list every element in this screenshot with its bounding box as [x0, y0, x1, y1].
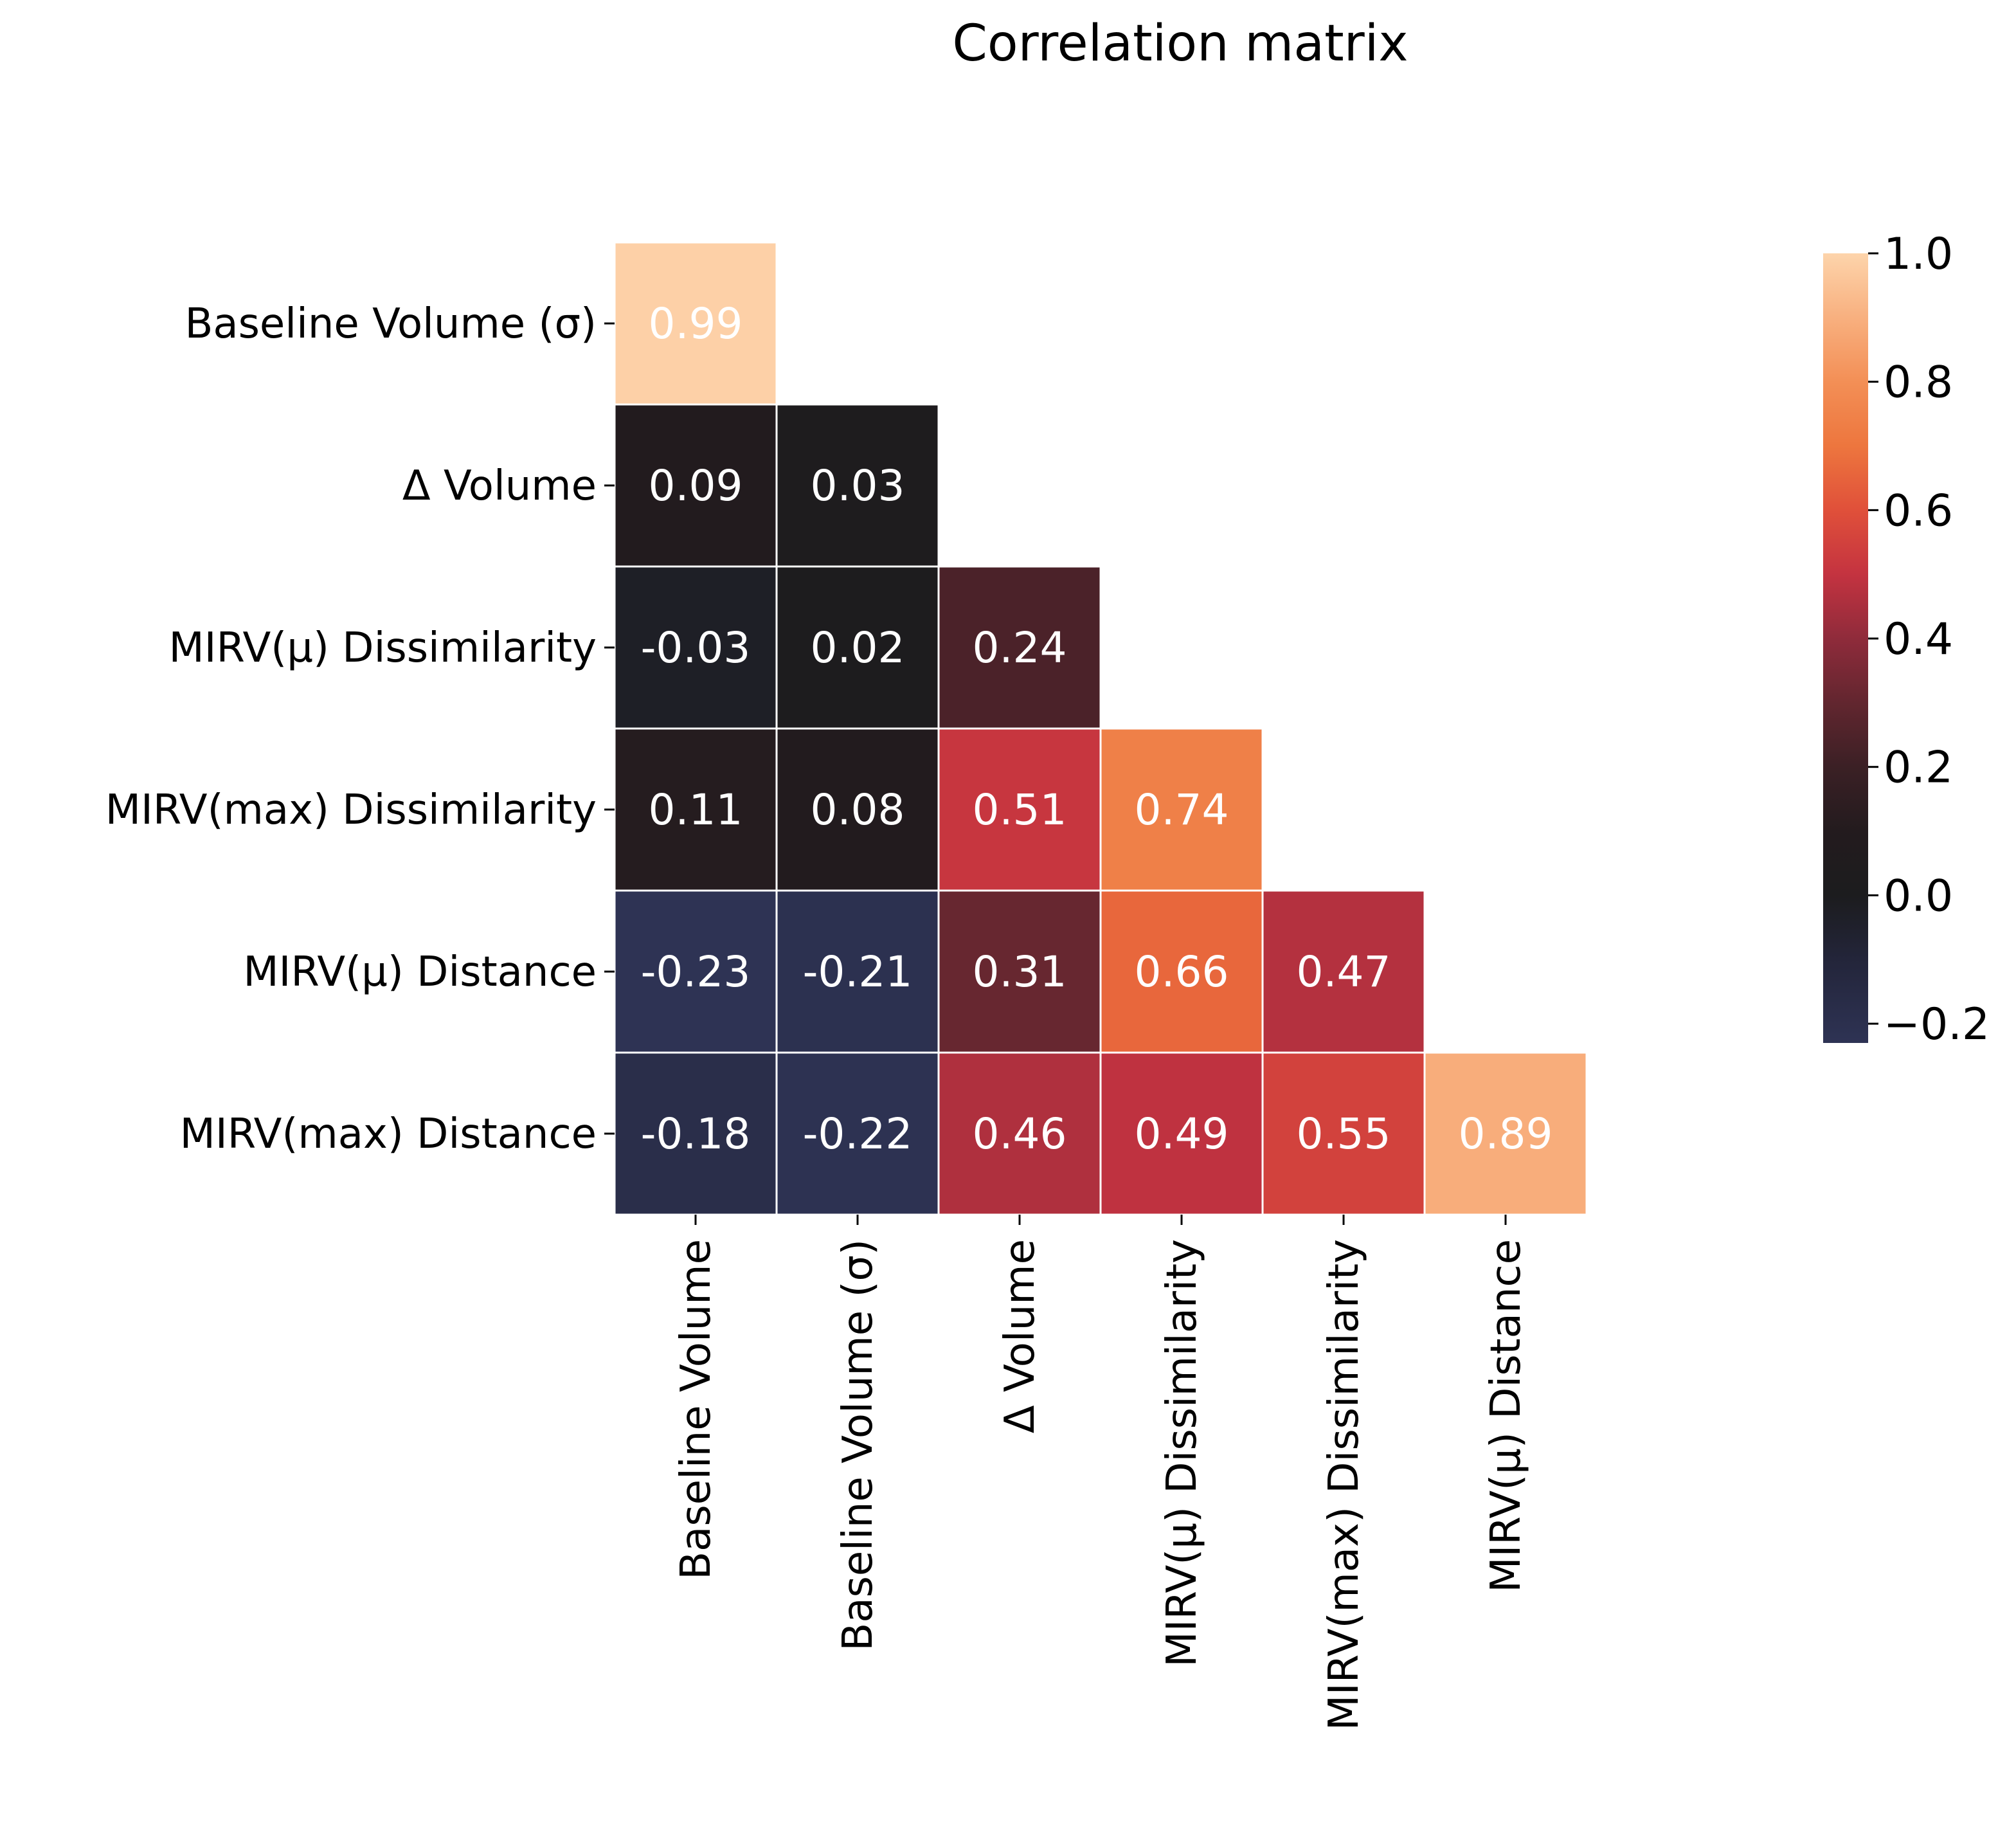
heatmap-cell [937, 565, 1102, 730]
column-label: Δ Volume [996, 1239, 1044, 1433]
cell-value-label: 0.89 [1459, 1109, 1553, 1159]
cell-value-label: 0.99 [649, 299, 743, 349]
heatmap-cell [775, 889, 940, 1054]
row-label: MIRV(max) Distance [180, 1110, 597, 1158]
column-label: Baseline Volume [672, 1239, 720, 1580]
cell-value-label: -0.18 [641, 1109, 751, 1159]
cell-value-label: 0.51 [973, 785, 1067, 835]
row-label: MIRV(μ) Dissimilarity [168, 624, 597, 672]
heatmap-cell [1261, 889, 1426, 1054]
column-labels: Baseline Volume Baseline Volume (σ) Δ Volu… [672, 1215, 1530, 1730]
chart-title: Correlation matrix [952, 15, 1408, 73]
colorbar-tick-label: 1.0 [1884, 229, 1953, 280]
heatmap-cell [613, 241, 778, 406]
row-label: Δ Volume [402, 462, 597, 510]
heatmap-cell [937, 889, 1102, 1054]
cell-value-label: -0.03 [641, 623, 751, 673]
colorbar-gradient [1823, 253, 1868, 1043]
colorbar-tick-label: 0.2 [1884, 743, 1953, 793]
cell-value-label: 0.66 [1135, 947, 1229, 997]
row-labels: Baseline Volume (σ) Δ Volume MIRV(μ) Dissi… [105, 300, 615, 1158]
cell-value-label: 0.49 [1135, 1109, 1229, 1159]
heatmap-cell [775, 565, 940, 730]
heatmap-cell [1099, 727, 1264, 892]
cell-value-label: 0.02 [811, 623, 905, 673]
heatmap-cell [1099, 1051, 1264, 1216]
cell-value-label: -0.23 [641, 947, 751, 997]
colorbar-tick-label: 0.4 [1884, 614, 1953, 665]
column-label: MIRV(max) Dissimilarity [1320, 1239, 1368, 1730]
cell-value-label: 0.08 [811, 785, 905, 835]
cell-value-label: 0.55 [1297, 1109, 1391, 1159]
heatmap-cell [775, 1051, 940, 1216]
heatmap-cell [775, 403, 940, 568]
row-label: MIRV(max) Dissimilarity [105, 786, 597, 834]
colorbar-tick-label: 0.0 [1884, 871, 1953, 921]
cell-value-label: 0.46 [973, 1109, 1067, 1159]
cell-value-label: 0.03 [811, 461, 905, 511]
heatmap-cell [1423, 1051, 1588, 1216]
heatmap-cell [775, 727, 940, 892]
column-label: Baseline Volume (σ) [834, 1239, 882, 1651]
cell-value-label: 0.74 [1135, 785, 1229, 835]
cell-value-label: 0.47 [1297, 947, 1391, 997]
heatmap-cell [1261, 1051, 1426, 1216]
cell-value-label: -0.21 [803, 947, 913, 997]
cell-value-label: 0.24 [973, 623, 1067, 673]
column-label: MIRV(μ) Distance [1482, 1239, 1530, 1593]
cell-value-label: 0.09 [649, 461, 743, 511]
colorbar: 1.0 0.8 0.6 0.4 0.2 0.0 −0.2 [1823, 229, 1990, 1050]
colorbar-tick-label: −0.2 [1884, 999, 1990, 1050]
row-label: MIRV(μ) Distance [243, 948, 597, 996]
heatmap-cells: 0.99 0.09 0.03 -0.03 0.02 0.24 0.11 0.08 0.51 0.7… [613, 241, 1588, 1216]
heatmap-cell [937, 1051, 1102, 1216]
heatmap-cell [1099, 889, 1264, 1054]
cell-value-label: 0.31 [973, 947, 1067, 997]
heatmap-cell [613, 403, 778, 568]
cell-value-label: 0.11 [649, 785, 743, 835]
cell-value-label: -0.22 [803, 1109, 913, 1159]
colorbar-tick-label: 0.6 [1884, 485, 1953, 536]
colorbar-tick-label: 0.8 [1884, 358, 1953, 408]
row-label: Baseline Volume (σ) [184, 300, 597, 348]
column-label: MIRV(μ) Dissimilarity [1158, 1239, 1206, 1667]
heatmap-cell [613, 565, 778, 730]
